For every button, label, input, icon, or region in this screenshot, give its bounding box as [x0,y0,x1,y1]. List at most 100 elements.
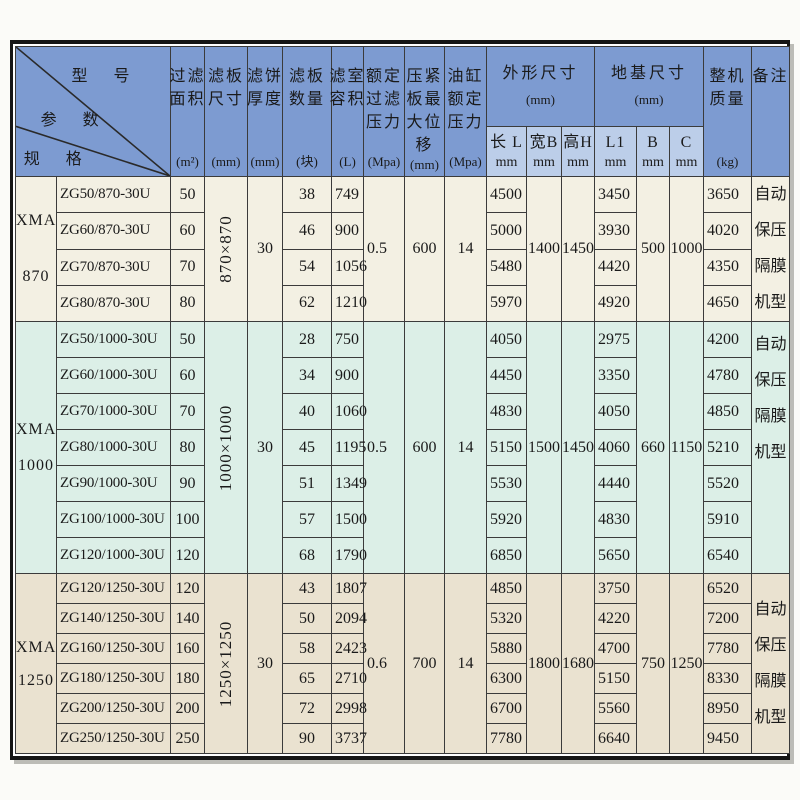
cell-filter-area: 140 [170,603,205,634]
remark-line: 保压 [754,222,787,239]
cell-cake-thickness: 30 [247,573,283,754]
series-size: 870 [22,268,50,285]
cell-chamber-volume: 2423 [331,633,367,664]
cell-rated-pressure: 0.5 [363,176,405,322]
subcol-unit: mm [642,155,664,170]
remark-line: 机型 [754,708,787,726]
subcol-unit: mm [675,155,698,170]
cell-plate-count: 51 [282,465,332,502]
cell-model: ZG50/1000-30U [56,321,171,358]
cell-filter-area: 120 [170,537,205,574]
cell-weight: 5910 [703,501,752,538]
cell-plate-count: 72 [282,693,332,724]
series-size: 1000 [18,456,54,474]
cell-model: ZG90/1000-30U [56,465,171,502]
cell-length-L: 5150 [486,429,527,466]
cell-model: ZG120/1250-30U [56,573,171,604]
cell-weight: 5210 [703,429,752,466]
cell-chamber-volume: 1807 [331,573,367,604]
col-chamber-volume: 滤室 容积 (L) [330,46,364,177]
cell-filter-area: 200 [170,693,205,724]
cell-length-L: 5880 [486,633,527,664]
cell-remark: 自动 保压 隔膜 机型 [751,321,790,574]
cell-cake-thickness: 30 [247,321,283,574]
corner-model-label: 型 号 [71,68,141,86]
cell-plate-count: 50 [282,603,332,634]
spec-table: 型 号 参 数 规 格 过滤 面积 (m²) 滤板 尺寸 (mm) [15,46,790,754]
plate-size-vertical-text: 1000×1000 [216,404,235,491]
cell-chamber-volume: 900 [331,357,364,394]
col-title-line: 过滤 [169,67,206,85]
col-title-line: 油缸 [447,67,484,85]
cell-chamber-volume: 1060 [331,393,367,430]
cell-width-B: 1400 [526,176,562,322]
cell-length-L: 7780 [486,723,527,754]
cell-displacement: 600 [404,321,445,574]
cell-remark: 自动 保压 隔膜 机型 [751,176,790,322]
cell-weight: 3650 [703,175,752,214]
cell-cake-thickness: 30 [247,176,283,322]
remark-line: 隔膜 [754,408,787,425]
cell-length-L: 5970 [486,284,527,323]
cell-foundation-L1: 4440 [594,465,637,502]
remark-line: 机型 [754,444,787,461]
cell-foundation-L1: 3750 [594,573,637,604]
cell-filter-area: 60 [170,357,205,394]
cell-foundation-L1: 5650 [594,537,637,574]
cell-chamber-volume: 1056 [331,248,367,286]
col-pressing-plate-displacement: 压紧 板最 大位 移 (mm) [404,46,445,177]
cell-foundation-L1: 4220 [594,603,637,634]
subcol-unit: mm [567,155,589,170]
cell-chamber-volume: 1500 [331,501,367,538]
col-plate-size: 滤板 尺寸 (mm) [204,46,248,177]
cell-length-L: 4500 [486,175,527,214]
cell-chamber-volume: 2094 [331,603,367,634]
col-cylinder-rated-pressure: 油缸 额定 压力 (Mpa) [444,46,487,177]
cell-foundation-B: 500 [636,176,670,322]
cell-foundation-L1: 4420 [594,248,637,286]
cell-length-L: 5000 [486,212,527,250]
col-title-line: 压力 [447,113,484,131]
cell-remark: 自动 保压 隔膜 机型 [751,573,790,754]
cell-plate-count: 90 [282,723,332,754]
corner-cell: 型 号 参 数 规 格 [15,46,171,177]
cell-plate-count: 45 [282,429,332,466]
cell-foundation-L1: 4920 [594,284,637,323]
col-machine-weight: 整机 质量 (kg) [703,46,752,177]
cell-displacement: 600 [404,176,445,322]
plate-size-vertical-text: 870×870 [216,215,235,283]
cell-length-L: 6700 [486,693,527,724]
col-filter-area: 过滤 面积 (m²) [169,46,206,177]
col-unit: (Mpa) [367,153,401,169]
col-unit: (mm) [211,153,241,169]
cell-weight: 4200 [703,321,752,358]
col-title-line: 额定 [447,90,484,108]
cell-foundation-L1: 3350 [594,357,637,394]
cell-plate-size: 1250×1250 [204,573,248,754]
cell-filter-area: 180 [170,663,205,694]
cell-filter-area: 80 [170,284,205,323]
series-name: XMA [16,420,57,438]
col-title-line: 面积 [169,90,206,108]
cell-plate-count: 62 [282,284,332,323]
cell-plate-count: 46 [282,212,332,250]
cell-rated-pressure: 0.5 [363,321,405,574]
cell-foundation-L1: 2975 [594,321,637,358]
subcol-label: 长 L [490,134,523,151]
cell-model: ZG160/1250-30U [56,633,171,664]
cell-foundation-C: 1250 [669,573,704,754]
cell-rated-pressure: 0.6 [363,573,405,754]
cell-foundation-L1: 4700 [594,633,637,664]
cell-model: ZG60/870-30U [56,212,171,250]
cell-weight: 4780 [703,357,752,394]
cell-chamber-volume: 750 [331,321,364,358]
cell-plate-count: 28 [282,321,332,358]
cell-model: ZG70/1000-30U [56,393,171,430]
cell-model: ZG250/1250-30U [56,723,171,754]
cell-series: XMA 870 [15,176,57,322]
cell-length-L: 5480 [486,248,527,286]
cell-chamber-volume: 1790 [331,537,367,574]
cell-weight: 4020 [703,212,752,250]
col-unit: (L) [339,153,356,169]
cell-series: XMA 1000 [15,321,57,574]
